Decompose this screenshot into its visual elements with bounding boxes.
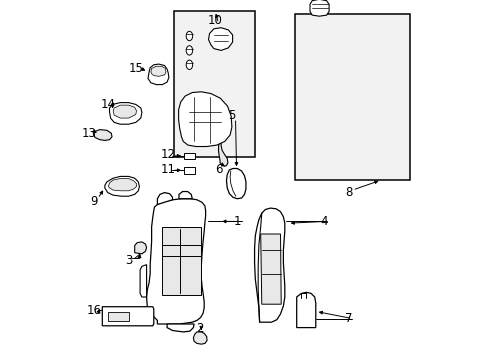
Text: 2: 2 (195, 322, 203, 335)
Polygon shape (157, 193, 172, 204)
Text: 16: 16 (86, 304, 102, 317)
Polygon shape (140, 265, 146, 297)
Ellipse shape (186, 60, 192, 69)
Polygon shape (93, 130, 112, 140)
Polygon shape (109, 103, 142, 124)
Text: 11: 11 (161, 163, 175, 176)
Text: 9: 9 (90, 195, 98, 208)
Polygon shape (102, 307, 153, 326)
Polygon shape (134, 242, 146, 254)
Polygon shape (296, 292, 315, 328)
Bar (183, 153, 194, 159)
Polygon shape (146, 199, 205, 324)
Polygon shape (104, 176, 139, 196)
Text: 7: 7 (345, 312, 352, 325)
Text: 8: 8 (345, 186, 352, 199)
Polygon shape (254, 208, 284, 322)
Polygon shape (218, 138, 227, 166)
Polygon shape (208, 28, 232, 50)
Ellipse shape (186, 31, 192, 41)
Text: 1: 1 (233, 215, 241, 228)
Text: 10: 10 (207, 14, 222, 27)
Text: 12: 12 (161, 148, 175, 161)
Text: 14: 14 (101, 98, 116, 111)
Bar (174, 11, 255, 157)
Text: 5: 5 (228, 109, 236, 122)
Polygon shape (260, 234, 281, 304)
Polygon shape (178, 92, 231, 147)
Bar (294, 14, 409, 180)
Text: 6: 6 (215, 163, 223, 176)
Polygon shape (309, 0, 328, 16)
Bar (107, 312, 129, 321)
Polygon shape (167, 324, 194, 332)
Polygon shape (151, 66, 166, 76)
Polygon shape (226, 168, 245, 199)
Polygon shape (179, 192, 192, 199)
Text: 13: 13 (81, 127, 96, 140)
Polygon shape (193, 332, 206, 344)
Bar (183, 167, 194, 174)
Text: 15: 15 (128, 62, 143, 75)
Ellipse shape (186, 46, 192, 55)
Polygon shape (162, 227, 200, 295)
Polygon shape (113, 105, 136, 118)
Polygon shape (108, 179, 136, 191)
Text: 4: 4 (319, 215, 327, 228)
Text: 3: 3 (124, 255, 132, 267)
Polygon shape (148, 64, 168, 85)
